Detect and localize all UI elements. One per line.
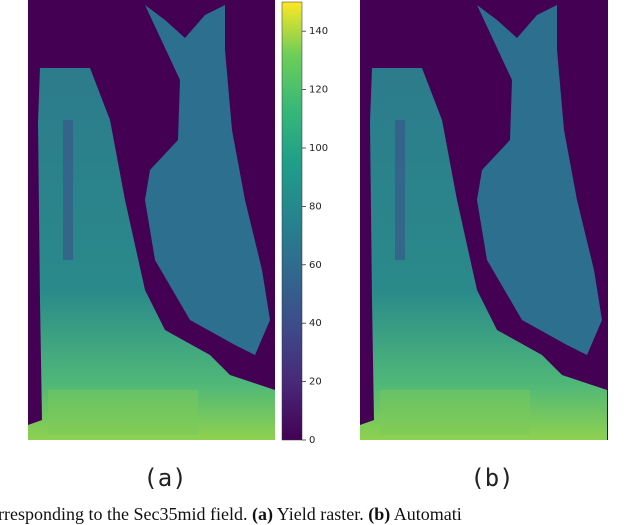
colorbar-tick-label: 80 xyxy=(309,201,322,212)
panel-a xyxy=(28,0,275,440)
caption-label: (a) xyxy=(252,504,273,525)
panel-label: (a) xyxy=(143,464,186,492)
caption-text: rresponding to the Sec35mid field. xyxy=(0,504,247,524)
caption-text: Yield raster. xyxy=(277,504,364,524)
colorbar-tick-label: 120 xyxy=(309,85,328,96)
colorbar-tick-label: 40 xyxy=(309,318,322,329)
panel-b xyxy=(360,0,608,440)
caption-label: (b) xyxy=(368,504,390,525)
colorbar-tick-label: 0 xyxy=(309,435,315,446)
caption: rresponding to the Sec35mid field. (a) Y… xyxy=(0,504,462,525)
colorbar-tick-label: 140 xyxy=(309,26,328,37)
colorbar xyxy=(281,1,303,441)
panel-label: (b) xyxy=(470,464,513,492)
colorbar-tick-label: 60 xyxy=(309,260,322,271)
caption-text: Automati xyxy=(394,504,462,524)
colorbar-tick-label: 100 xyxy=(309,143,328,154)
colorbar-tick-label: 20 xyxy=(309,377,322,388)
